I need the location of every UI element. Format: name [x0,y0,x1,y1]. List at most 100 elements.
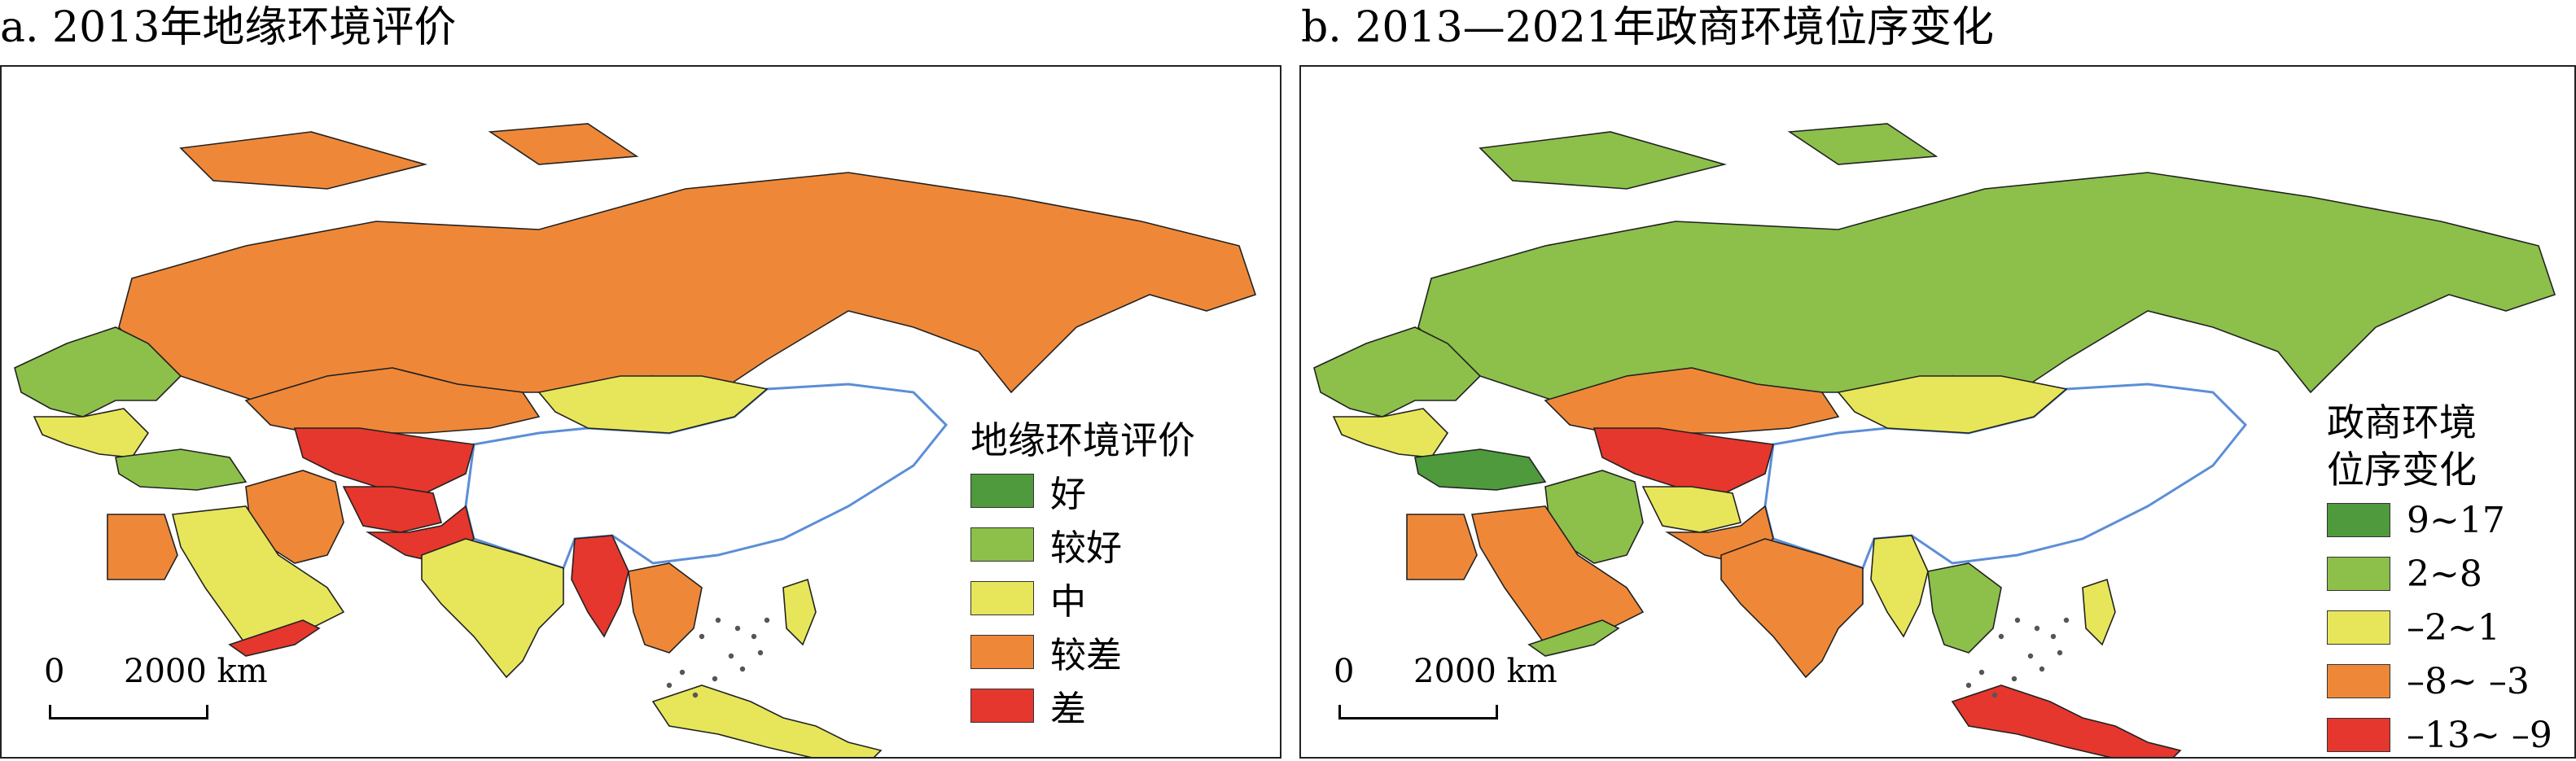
panel-a-region-india [421,538,564,679]
panel-b-island-mark [1998,633,2004,640]
panel-b-island-mark [2039,666,2045,672]
panel-b-region-philippines [2082,578,2116,646]
panel-a-region-se-asia [628,562,703,654]
panel-a-island-mark [739,666,746,672]
panel-b-legend: 政商环境 位序变化 9~17 2~8 –2~1 –8~ –3 –13~ –9 [2327,399,2552,757]
panel-b-island-mark [1978,669,1985,676]
panel-a-legend-items: 好较好中较差差 [970,464,1195,733]
panel-b-region-central-asia [1592,427,1775,494]
panel-b-region-indonesia [1951,684,2182,757]
panel-b-region-mongolia [1837,375,2068,434]
panel-b-scale-distance: 2000 km [1413,653,1557,690]
panel-a-region-egypt [107,514,178,580]
panel-a-legend-swatch [970,527,1034,562]
panel-b-island-mark [2027,653,2034,659]
panel-a-legend-item: 较差 [970,625,1195,679]
panel-b-legend-item: 9~17 [2327,493,2552,547]
panel-a-legend-swatch [970,689,1034,723]
panel-b-region-myanmar [1870,535,1929,638]
panel-a-region-russia [118,123,1257,409]
panel-b-legend-swatch [2327,610,2390,645]
panel-b-region-yemen [1527,619,1620,657]
panel-b-map-svg [1313,123,2556,757]
panel-b-island-mark [2014,617,2021,623]
panel-b-region-se-asia [1927,562,2002,654]
panel-b-region-europe-west [1313,326,1482,418]
panel-a-legend-swatch [970,474,1034,508]
panel-b-region-afghanistan [1641,486,1741,533]
panel-a-region-arabia [172,505,345,645]
panel-b-legend-label: 2~8 [2407,553,2482,595]
panel-a-island-mark [751,633,757,640]
panel-a-island-mark [712,676,718,682]
panel-a-map: 地缘环境评价 好较好中较差差 0 2000 km [0,65,1281,759]
panel-b-legend-title-line2: 位序变化 [2327,448,2477,492]
panel-a-legend-label: 较好 [1050,527,1122,569]
panel-b-legend-swatch [2327,503,2390,537]
panel-a-legend-label: 中 [1050,581,1086,623]
panel-b-legend-swatch [2327,664,2390,698]
panel-a-legend-item: 较好 [970,518,1195,571]
panel-a-legend-label: 差 [1050,689,1086,730]
panel-a-region-mongolia [537,375,769,434]
panel-a-scale-distance: 2000 km [124,653,268,690]
panel-b-legend-swatch [2327,718,2390,752]
panel-b-legend-label: –8~ –3 [2407,660,2530,702]
panel-b-legend-title-line1: 政商环境 [2327,400,2477,444]
panel-b-scale-zero: 0 [1334,653,1355,690]
panel-b-island-mark [2063,617,2070,623]
panel-a-legend-item: 好 [970,464,1195,518]
panel-a-region-yemen [228,619,321,657]
panel-b-legend-item: –13~ –9 [2327,708,2552,757]
panel-b-island-mark [1965,682,1972,689]
panel-b-map: 政商环境 位序变化 9~17 2~8 –2~1 –8~ –3 –13~ –9 0 200… [1299,65,2576,759]
panel-a-scale-line [49,705,208,719]
panel-a-legend-swatch [970,635,1034,669]
panel-b-region-turkey [1414,448,1547,491]
panel-b-title: b. 2013—2021年政商环境位序变化 [1301,3,1995,52]
panel-a-region-indonesia [651,684,883,757]
panel-b-regions [1313,123,2556,757]
panel-a-island-mark [699,633,705,640]
panel-a-legend-item: 中 [970,571,1195,625]
panel-a-legend-label: 好 [1050,474,1086,515]
panel-b-region-arabia [1471,505,1645,645]
panel-a-island-mark [679,669,686,676]
panel-a-island-mark [666,682,672,689]
panel-a-region-central-asia [293,427,475,494]
panel-a-map-svg [14,123,1257,757]
panel-a-region-turkey [115,448,248,491]
panel-a-island-mark [734,625,741,632]
panel-b-legend-items: 9~17 2~8 –2~1 –8~ –3 –13~ –9 [2327,493,2552,757]
panel-b-scale-line [1338,705,1498,719]
panel-b-region-egypt [1406,514,1478,580]
panel-b-legend-item: –2~1 [2327,601,2552,654]
panel-b-legend-swatch [2327,557,2390,591]
panel-a-island-mark [764,617,770,623]
panel-a-legend: 地缘环境评价 好较好中较差差 [970,417,1195,733]
panel-a-legend-label: 较差 [1050,635,1122,676]
panel-a-legend-swatch [970,581,1034,615]
panel-b-region-europe-south [1332,408,1449,458]
panel-b-legend-label: 9~17 [2407,499,2505,541]
panel-b-legend-label: –2~1 [2407,606,2500,649]
panel-b-island-mark [1991,692,1998,698]
panel-b-legend-item: –8~ –3 [2327,654,2552,708]
panel-b-island-mark [2034,625,2040,632]
panel-b-region-india [1720,538,1864,679]
panel-b-legend-item: 2~8 [2327,547,2552,601]
panel-b-island-mark [2057,649,2063,656]
panel-b-island-mark [2050,633,2057,640]
panel-a-region-europe-south [33,408,150,458]
panel-b-region-russia [1417,123,2556,409]
panel-a-island-mark [715,617,721,623]
panel-a-region-philippines [782,578,817,646]
panel-a-region-afghanistan [342,486,442,533]
panel-a-legend-item: 差 [970,679,1195,733]
panel-a-legend-title: 地缘环境评价 [970,418,1195,462]
panel-a-region-myanmar [571,535,629,638]
panel-a-island-mark [692,692,699,698]
panel-a-scale-zero: 0 [44,653,65,690]
panel-b-island-mark [2011,676,2017,682]
panel-a-title: a. 2013年地缘环境评价 [0,3,457,52]
